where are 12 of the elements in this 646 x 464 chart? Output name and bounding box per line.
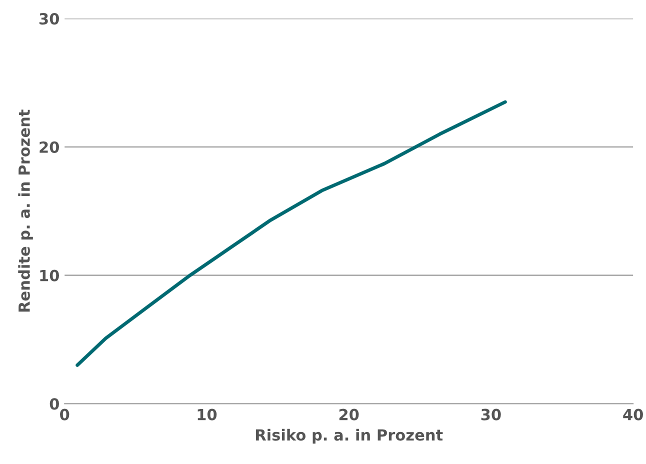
- x-tick-label: 10: [198, 408, 217, 420]
- x-axis-title: Risiko p. a. in Prozent: [256, 428, 443, 444]
- y-tick-label: 0: [50, 398, 60, 410]
- y-tick-label: 20: [40, 141, 60, 153]
- y-tick-label: 10: [40, 270, 60, 282]
- y-tick-label: 30: [40, 13, 60, 25]
- x-tick-label: 20: [339, 408, 359, 420]
- x-tick-label: 40: [623, 408, 643, 420]
- x-tick-label: 0: [60, 408, 70, 420]
- x-tick-label: 30: [481, 408, 501, 420]
- line-series: [76, 100, 507, 367]
- y-axis-title: Rendite p. a. in Prozent: [18, 110, 33, 312]
